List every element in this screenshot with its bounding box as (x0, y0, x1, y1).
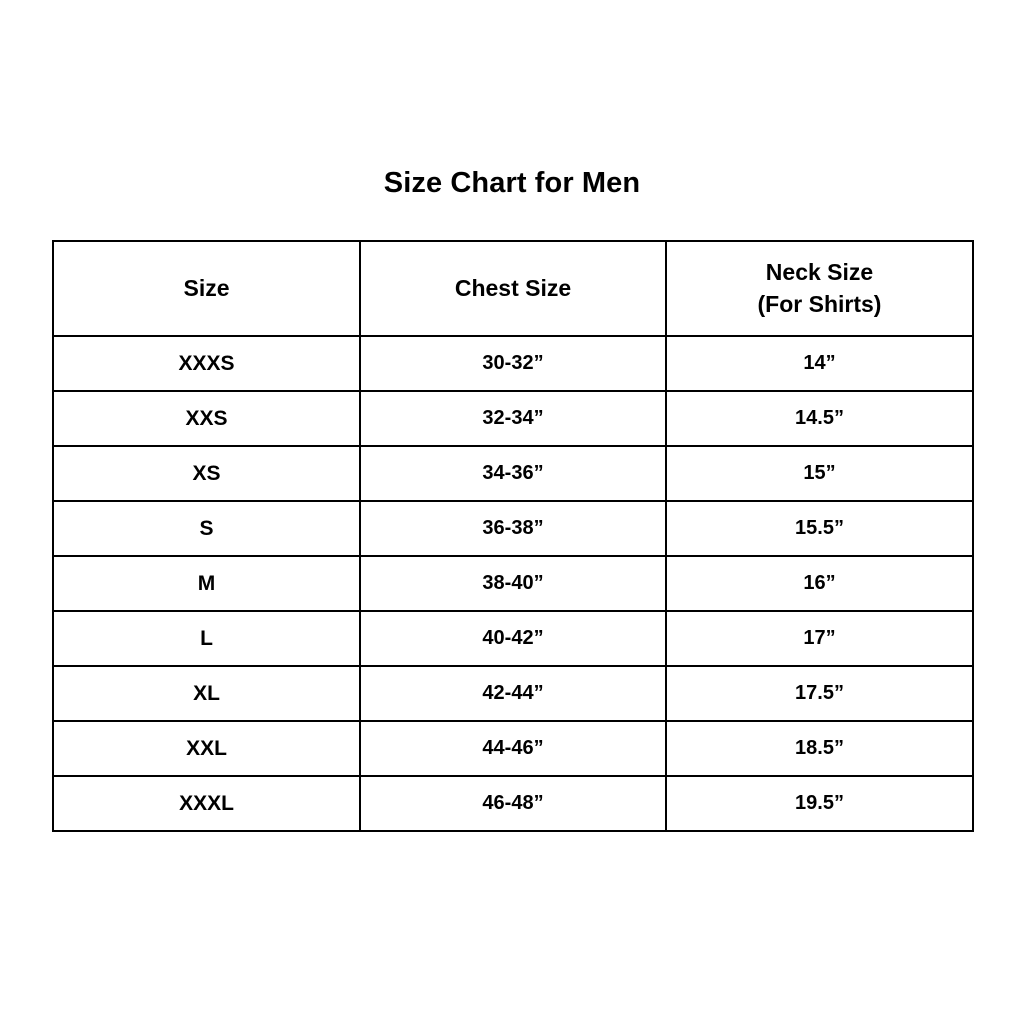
cell-size: XXS (52, 390, 361, 447)
cell-neck-size: 18.5” (665, 720, 974, 777)
cell-chest-size: 36-38” (359, 500, 667, 557)
table-header: Size Chest Size Neck Size (For Shirts) (52, 240, 974, 337)
cell-size: XXXL (52, 775, 361, 832)
page-title: Size Chart for Men (383, 167, 641, 199)
cell-neck-size: 17” (665, 610, 974, 667)
cell-chest-size: 42-44” (359, 665, 667, 722)
cell-neck-size: 15.5” (665, 500, 974, 557)
table-row: XS 34-36” 15” (52, 445, 974, 502)
cell-size: XXXS (52, 335, 361, 392)
cell-neck-size: 14” (665, 335, 974, 392)
column-header-neck-size: Neck Size (For Shirts) (665, 240, 974, 337)
column-header-chest-size-label: Chest Size (454, 274, 572, 301)
cell-size: S (52, 500, 361, 557)
cell-neck-size: 15” (665, 445, 974, 502)
table-header-row: Size Chest Size Neck Size (For Shirts) (52, 240, 974, 337)
cell-chest-size: 38-40” (359, 555, 667, 612)
cell-neck-size: 19.5” (665, 775, 974, 832)
column-header-neck-size-sublabel: (For Shirts) (757, 290, 882, 317)
cell-chest-size: 30-32” (359, 335, 667, 392)
table-row: S 36-38” 15.5” (52, 500, 974, 557)
cell-chest-size: 44-46” (359, 720, 667, 777)
cell-chest-size: 34-36” (359, 445, 667, 502)
column-header-size: Size (52, 240, 361, 337)
table-row: XXXL 46-48” 19.5” (52, 775, 974, 832)
cell-size: M (52, 555, 361, 612)
table-row: L 40-42” 17” (52, 610, 974, 667)
table-row: XXL 44-46” 18.5” (52, 720, 974, 777)
cell-size: L (52, 610, 361, 667)
table-row: XXXS 30-32” 14” (52, 335, 974, 392)
cell-chest-size: 46-48” (359, 775, 667, 832)
cell-neck-size: 14.5” (665, 390, 974, 447)
table-row: XL 42-44” 17.5” (52, 665, 974, 722)
table-row: M 38-40” 16” (52, 555, 974, 612)
cell-size: XXL (52, 720, 361, 777)
cell-chest-size: 40-42” (359, 610, 667, 667)
size-chart-table: Size Chest Size Neck Size (For Shirts) X… (52, 240, 974, 832)
cell-size: XL (52, 665, 361, 722)
cell-chest-size: 32-34” (359, 390, 667, 447)
cell-size: XS (52, 445, 361, 502)
cell-neck-size: 16” (665, 555, 974, 612)
cell-neck-size: 17.5” (665, 665, 974, 722)
table-row: XXS 32-34” 14.5” (52, 390, 974, 447)
column-header-neck-size-label: Neck Size (765, 259, 874, 286)
column-header-chest-size: Chest Size (359, 240, 667, 337)
table-body: XXXS 30-32” 14” XXS 32-34” 14.5” XS 34-3… (52, 335, 974, 832)
column-header-size-label: Size (183, 274, 230, 301)
